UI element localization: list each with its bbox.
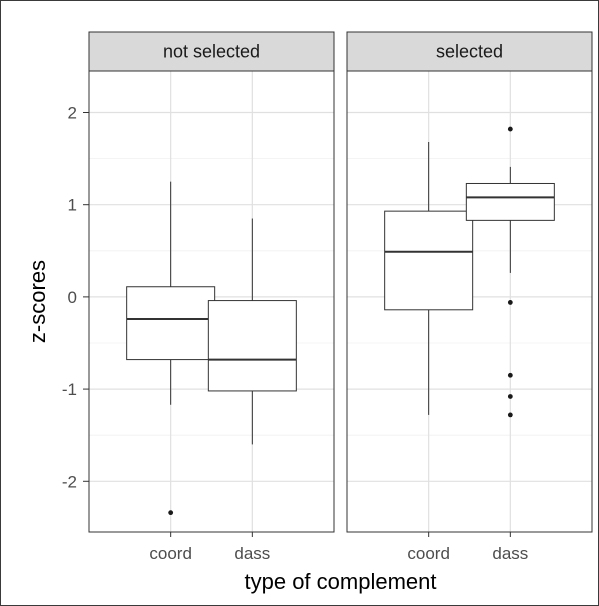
box-iqr: [126, 286, 216, 361]
y-tick-label: 2: [68, 103, 77, 122]
panel-border: [346, 70, 593, 533]
y-axis-title: z-scores: [25, 260, 50, 343]
box-iqr: [207, 300, 297, 392]
y-tick-label: 1: [68, 196, 77, 215]
facet-strip-label: not selected: [163, 42, 260, 62]
facet-strip: [88, 31, 335, 72]
outlier-point: [507, 412, 513, 418]
y-tick-label: 0: [68, 288, 77, 307]
facet-strip-label: selected: [436, 42, 503, 62]
x-tick-label: coord: [407, 544, 450, 563]
outlier-point: [168, 510, 174, 516]
y-tick-label: -1: [62, 380, 77, 399]
panel-border: [88, 70, 335, 533]
x-tick-label: dass: [234, 544, 270, 563]
x-tick-label: coord: [149, 544, 192, 563]
x-tick-label: dass: [492, 544, 528, 563]
outlier-point: [507, 394, 513, 399]
outlier-point: [507, 372, 513, 378]
y-tick-label: -2: [62, 472, 77, 491]
outlier-point: [507, 300, 513, 305]
facet-strip: [346, 31, 593, 72]
outlier-point: [507, 126, 513, 132]
x-axis-title: type of complement: [245, 569, 437, 594]
box-iqr: [465, 182, 555, 221]
box-iqr: [384, 210, 474, 311]
